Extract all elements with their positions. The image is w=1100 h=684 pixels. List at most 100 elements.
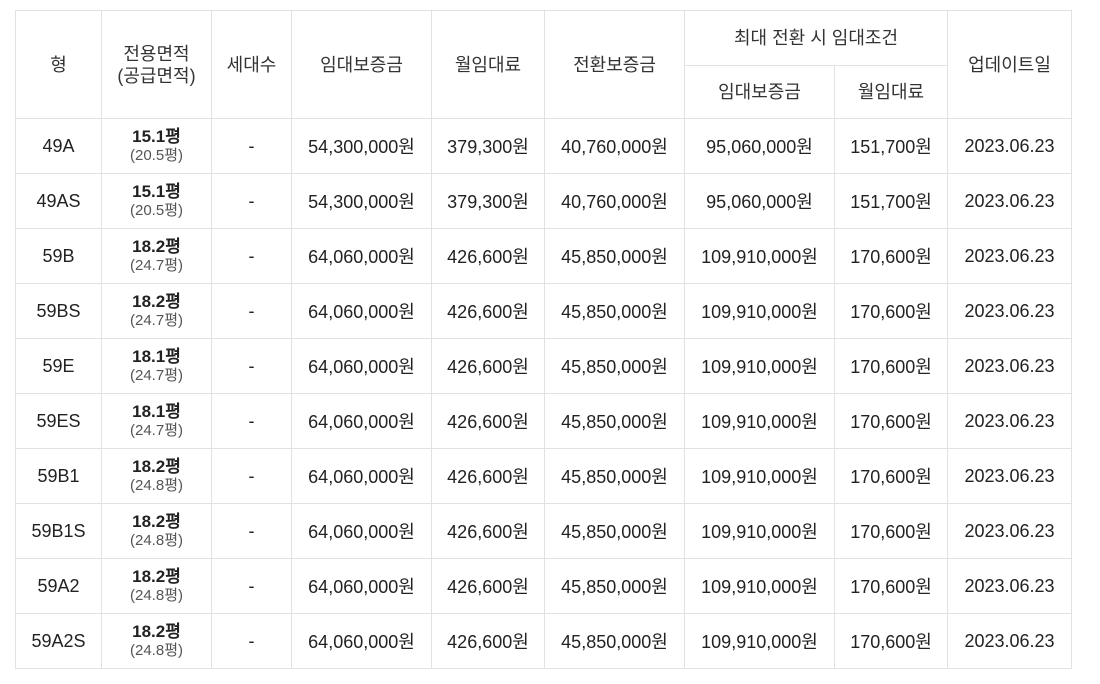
table-row: 59A2S 18.2평 (24.8평) -64,060,000원 426,600원 45,… (15, 613, 1073, 669)
supply-area: (24.8평) (130, 587, 183, 604)
cell-conversion-deposit: 45,850,000원 (544, 613, 685, 669)
cell-area: 18.1평 (24.7평) (101, 393, 212, 449)
cell-max-monthly-rent: 151,700원 (833, 173, 949, 229)
table-header: 형 전용면적 (공급면적) 세대수 임대보증금 월임대료 전환보증금 최대 전환… (15, 10, 1073, 119)
exclusive-area: 15.1평 (132, 182, 181, 201)
exclusive-area: 18.1평 (132, 347, 181, 366)
cell-max-deposit: 95,060,000원 (684, 118, 835, 174)
cell-max-deposit: 109,910,000원 (684, 613, 835, 669)
cell-updated: 2023.06.23 (947, 558, 1073, 614)
exclusive-area: 18.2평 (132, 512, 181, 531)
cell-households: - (211, 558, 292, 614)
cell-households: - (211, 118, 292, 174)
cell-households: - (211, 173, 292, 229)
cell-households: - (211, 613, 292, 669)
cell-type: 59B1 (15, 448, 102, 504)
cell-max-deposit: 109,910,000원 (684, 503, 835, 559)
table-row: 59ES 18.1평 (24.7평) -64,060,000원 426,600원 45,8… (15, 393, 1073, 449)
supply-area: (24.8평) (130, 532, 183, 549)
header-deposit: 임대보증금 (291, 10, 432, 119)
cell-deposit: 64,060,000원 (291, 613, 432, 669)
cell-type: 59B (15, 228, 102, 284)
table-row: 59E 18.1평 (24.7평) -64,060,000원 426,600원 45,85… (15, 338, 1073, 394)
cell-monthly-rent: 426,600원 (431, 503, 545, 559)
cell-conversion-deposit: 45,850,000원 (544, 338, 685, 394)
cell-deposit: 64,060,000원 (291, 228, 432, 284)
cell-area: 15.1평 (20.5평) (101, 118, 212, 174)
cell-max-deposit: 109,910,000원 (684, 393, 835, 449)
header-households: 세대수 (211, 10, 292, 119)
supply-area: (24.7평) (130, 422, 183, 439)
cell-area: 18.2평 (24.8평) (101, 558, 212, 614)
cell-deposit: 64,060,000원 (291, 393, 432, 449)
cell-updated: 2023.06.23 (947, 393, 1073, 449)
table-body: 49A 15.1평 (20.5평) -54,300,000원 379,300원 40,76… (15, 118, 1073, 669)
cell-households: - (211, 338, 292, 394)
cell-conversion-deposit: 45,850,000원 (544, 503, 685, 559)
header-max-monthly-rent: 월임대료 (833, 65, 949, 119)
cell-updated: 2023.06.23 (947, 338, 1073, 394)
cell-monthly-rent: 426,600원 (431, 613, 545, 669)
cell-conversion-deposit: 40,760,000원 (544, 118, 685, 174)
cell-max-monthly-rent: 170,600원 (833, 338, 949, 394)
exclusive-area: 18.1평 (132, 402, 181, 421)
exclusive-area: 18.2평 (132, 622, 181, 641)
cell-deposit: 54,300,000원 (291, 118, 432, 174)
cell-area: 18.2평 (24.7평) (101, 283, 212, 339)
cell-type: 59BS (15, 283, 102, 339)
cell-area: 15.1평 (20.5평) (101, 173, 212, 229)
cell-deposit: 64,060,000원 (291, 283, 432, 339)
rental-conditions-table: 형 전용면적 (공급면적) 세대수 임대보증금 월임대료 전환보증금 최대 전환… (15, 10, 1073, 669)
supply-area: (24.8평) (130, 477, 183, 494)
cell-max-deposit: 109,910,000원 (684, 228, 835, 284)
header-area-line1: 전용면적 (123, 43, 190, 64)
cell-max-monthly-rent: 170,600원 (833, 558, 949, 614)
supply-area: (20.5평) (130, 202, 183, 219)
cell-updated: 2023.06.23 (947, 283, 1073, 339)
cell-type: 49AS (15, 173, 102, 229)
cell-households: - (211, 228, 292, 284)
cell-conversion-deposit: 45,850,000원 (544, 283, 685, 339)
exclusive-area: 18.2평 (132, 567, 181, 586)
cell-deposit: 64,060,000원 (291, 558, 432, 614)
header-row-top: 형 전용면적 (공급면적) 세대수 임대보증금 월임대료 전환보증금 최대 전환… (15, 10, 1073, 119)
cell-max-monthly-rent: 170,600원 (833, 448, 949, 504)
cell-deposit: 54,300,000원 (291, 173, 432, 229)
cell-monthly-rent: 426,600원 (431, 228, 545, 284)
header-updated: 업데이트일 (947, 10, 1073, 119)
cell-max-deposit: 109,910,000원 (684, 558, 835, 614)
cell-monthly-rent: 379,300원 (431, 173, 545, 229)
cell-updated: 2023.06.23 (947, 173, 1073, 229)
header-monthly-rent: 월임대료 (431, 10, 545, 119)
cell-area: 18.1평 (24.7평) (101, 338, 212, 394)
cell-max-deposit: 109,910,000원 (684, 338, 835, 394)
header-row-sub: 임대보증금 월임대료 (16, 65, 1072, 119)
header-max-conversion: 최대 전환 시 임대조건 (683, 10, 949, 66)
supply-area: (24.7평) (130, 257, 183, 274)
cell-max-monthly-rent: 170,600원 (833, 228, 949, 284)
cell-monthly-rent: 426,600원 (431, 283, 545, 339)
cell-conversion-deposit: 40,760,000원 (544, 173, 685, 229)
cell-households: - (211, 503, 292, 559)
cell-max-monthly-rent: 170,600원 (833, 283, 949, 339)
rent-table-container: 형 전용면적 (공급면적) 세대수 임대보증금 월임대료 전환보증금 최대 전환… (15, 10, 1073, 669)
cell-conversion-deposit: 45,850,000원 (544, 393, 685, 449)
cell-type: 59ES (15, 393, 102, 449)
table-row: 59A2 18.2평 (24.8평) -64,060,000원 426,600원 45,8… (15, 558, 1073, 614)
table-row: 59B1 18.2평 (24.8평) -64,060,000원 426,600원 45,8… (15, 448, 1073, 504)
cell-type: 59E (15, 338, 102, 394)
cell-deposit: 64,060,000원 (291, 338, 432, 394)
exclusive-area: 18.2평 (132, 292, 181, 311)
cell-conversion-deposit: 45,850,000원 (544, 228, 685, 284)
supply-area: (20.5평) (130, 147, 183, 164)
table-row: 59BS 18.2평 (24.7평) -64,060,000원 426,600원 45,8… (15, 283, 1073, 339)
cell-updated: 2023.06.23 (947, 228, 1073, 284)
exclusive-area: 15.1평 (132, 127, 181, 146)
header-area-line2: (공급면적) (117, 65, 196, 86)
table-row: 49AS 15.1평 (20.5평) -54,300,000원 379,300원 40,7… (15, 173, 1073, 229)
cell-max-deposit: 109,910,000원 (684, 283, 835, 339)
header-max-deposit: 임대보증금 (684, 65, 835, 119)
cell-monthly-rent: 426,600원 (431, 448, 545, 504)
supply-area: (24.7평) (130, 312, 183, 329)
cell-updated: 2023.06.23 (947, 503, 1073, 559)
